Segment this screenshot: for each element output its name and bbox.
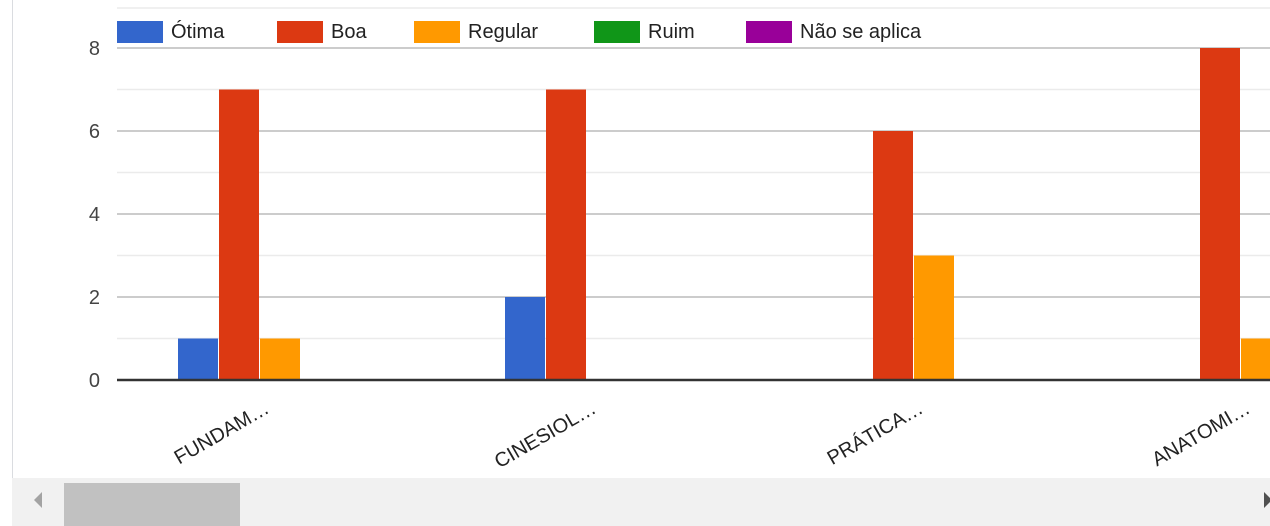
x-category-label: CINESIOL… — [491, 397, 600, 473]
bar-regular-3[interactable] — [914, 255, 954, 381]
x-category-label: ANATOMI… — [1148, 397, 1254, 471]
bar-ótima-2[interactable] — [505, 297, 545, 380]
bar-boa-4[interactable] — [1200, 48, 1240, 380]
legend-label-otima: Ótima — [171, 20, 225, 43]
legend-item-regular[interactable]: Regular — [414, 20, 538, 44]
legend-item-boa[interactable]: Boa — [277, 20, 367, 44]
legend-swatch-otima — [117, 21, 163, 43]
bar-ótima-1[interactable] — [178, 338, 218, 381]
bar-regular-1[interactable] — [260, 338, 300, 381]
horizontal-scrollbar[interactable] — [12, 478, 1270, 526]
y-tick-label: 8 — [89, 38, 100, 60]
legend-item-nao-se-aplica[interactable]: Não se aplica — [746, 20, 921, 44]
y-tick-label: 0 — [89, 370, 100, 392]
legend-item-ruim[interactable]: Ruim — [594, 20, 695, 44]
x-category-label: FUNDAM… — [171, 397, 273, 469]
legend-label-boa: Boa — [331, 20, 367, 43]
legend-label-nao-se-aplica: Não se aplica — [800, 20, 922, 43]
legend-label-ruim: Ruim — [648, 20, 695, 43]
scrollbar-thumb[interactable] — [64, 483, 240, 526]
scroll-right-arrow-icon[interactable] — [1264, 492, 1270, 508]
legend-label-regular: Regular — [468, 20, 539, 43]
y-tick-label: 2 — [89, 287, 100, 309]
bar-chart: 0 2 4 6 8 FUNDAM… CINESIOL… PRÁTICA… ANATOMI… — [89, 7, 1270, 473]
legend-item-otima[interactable]: Ótima — [117, 20, 224, 44]
legend-swatch-boa — [277, 21, 323, 43]
bar-regular-4[interactable] — [1241, 338, 1270, 381]
y-tick-label: 6 — [89, 121, 100, 143]
bar-boa-2[interactable] — [546, 89, 586, 381]
legend-swatch-regular — [414, 21, 460, 43]
x-category-label: PRÁTICA… — [823, 396, 927, 469]
legend-swatch-ruim — [594, 21, 640, 43]
y-tick-label: 4 — [89, 204, 100, 226]
frame-border — [12, 0, 13, 478]
legend-swatch-nao-se-aplica — [746, 21, 792, 43]
scroll-left-arrow-icon[interactable] — [34, 492, 42, 508]
bar-boa-3[interactable] — [873, 131, 913, 380]
bar-boa-1[interactable] — [219, 89, 259, 381]
